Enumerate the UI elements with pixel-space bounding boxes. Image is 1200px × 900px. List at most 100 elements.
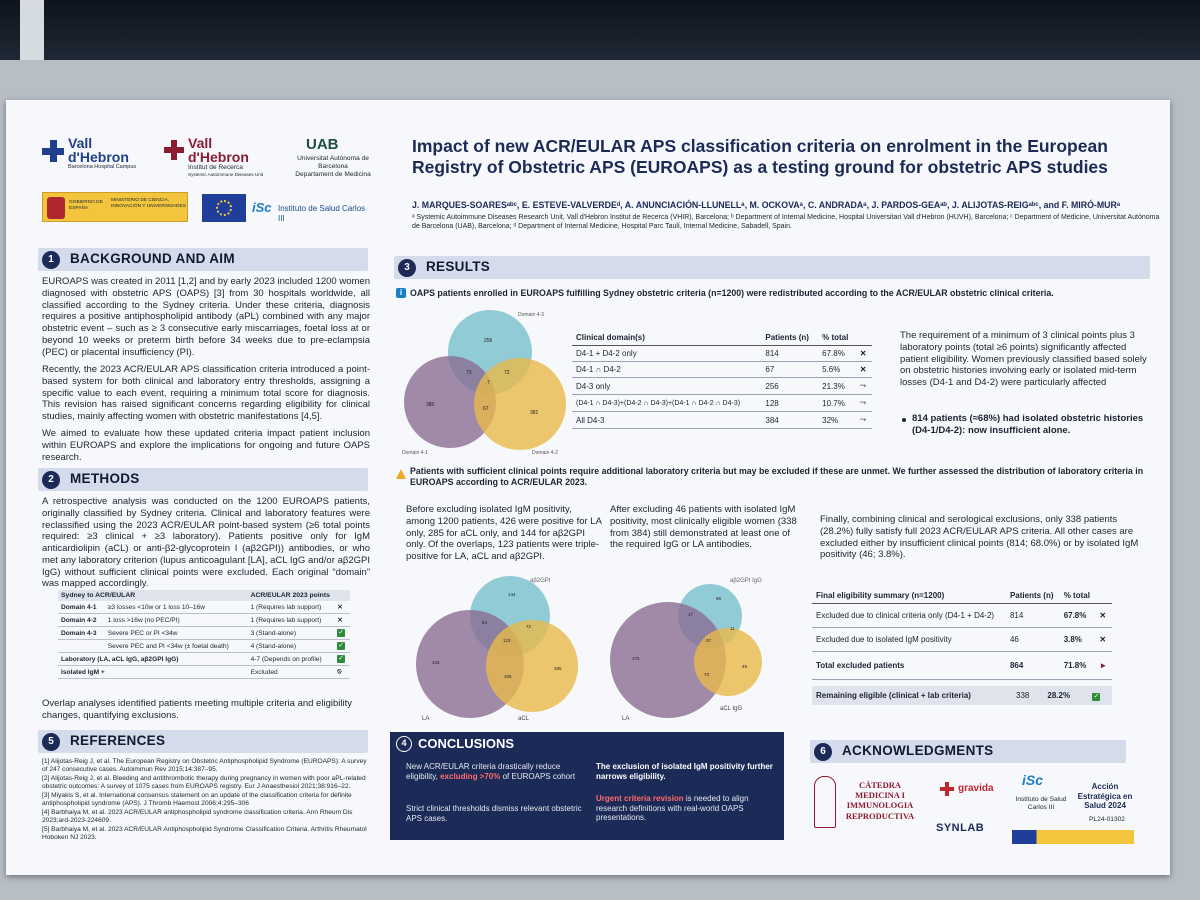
results-column-3: Finally, combining clinical and serologi… xyxy=(820,514,1139,561)
logo-catedra: CÀTEDRA MEDICINA I IMMUNOLOGIA REPRODUCT… xyxy=(845,780,915,821)
venn-label: Domain 4-1 xyxy=(402,450,428,456)
ministry-label: MINISTERIO DE CIENCIA, INNOVACIÓN Y UNIV… xyxy=(111,198,186,209)
table-row: D4-1 ∩ D4-2 67 5.6% ✕ xyxy=(572,361,872,378)
venn-circle-acl-igg xyxy=(694,628,762,696)
cross-icon xyxy=(42,140,64,162)
isciii-icon: iSc xyxy=(252,200,272,215)
venn-circle-domain-4-1 xyxy=(404,356,496,448)
conclusions-box: 4 CONCLUSIONS New ACR/EULAR criteria dra… xyxy=(390,732,784,840)
venn-value: 285 xyxy=(554,666,562,671)
section-number: 2 xyxy=(42,471,60,489)
table-row: Remaining eligible (clinical + lab crite… xyxy=(816,691,1101,701)
funding-banner xyxy=(1012,830,1134,844)
affiliations: ᵃ Systemic Autoimmune Diseases Research … xyxy=(412,214,1160,230)
prohibited-icon: ⦸ xyxy=(334,665,350,679)
venn-value: 106 xyxy=(504,674,512,679)
col-header: % total xyxy=(818,330,856,346)
venn-value: 11 xyxy=(730,626,735,631)
venn-value: 123 xyxy=(503,638,511,643)
section-header-methods: 2 METHODS xyxy=(38,468,368,491)
background-paragraph-3: We aimed to evaluate how these updated c… xyxy=(42,428,370,463)
table-row: Domain 4-2 1 loss >16w (no PEC/PI) 1 (Re… xyxy=(58,613,350,627)
methods-paragraph-2: Overlap analyses identified patients mee… xyxy=(42,698,352,721)
logo-text: UAB xyxy=(306,136,339,153)
poster-title: Impact of new ACR/EULAR APS classificati… xyxy=(412,136,1108,178)
logo-isciii-ack: Instituto de Salud Carlos III xyxy=(1015,796,1067,812)
logo-sub: Universitat Autònoma de Barcelona xyxy=(297,155,369,171)
table-row: D4-1 + D4-2 only 814 67.8% ✕ xyxy=(572,345,872,362)
venn-label: Domain 4-3 xyxy=(518,312,544,318)
venn-value: 385 xyxy=(426,402,435,408)
logo-government-ministry: GOBIERNO DE ESPAÑA MINISTERIO DE CIENCIA… xyxy=(42,192,188,222)
shuffle-icon: ⤳ xyxy=(855,377,872,395)
venn-circle-la xyxy=(610,602,726,718)
shuffle-icon: ⤳ xyxy=(855,394,872,412)
background-paragraph-2: Recently, the 2023 ACR/EULAR APS classif… xyxy=(42,364,370,423)
cross-mark-icon: ✕ xyxy=(855,345,872,362)
venn-diagram-domains: Domain 4-3 Domain 4-1 Domain 4-2 256 385… xyxy=(402,310,566,456)
table-row: All D4-3 384 32% ⤳ xyxy=(572,411,872,429)
venn-label: Domain 4-2 xyxy=(532,450,558,456)
eligibility-summary-table: Final eligibility summary (n=1200) Patie… xyxy=(812,588,1112,680)
methods-table: Sydney to ACR/EULAR ACR/EULAR 2023 point… xyxy=(58,590,350,679)
cross-mark-icon: ✕ xyxy=(334,613,350,627)
venn-value: 64 xyxy=(482,620,488,625)
section-number: 5 xyxy=(42,733,60,751)
section-title: METHODS xyxy=(70,471,140,486)
logo-sub2: Departament de Medicina xyxy=(295,171,371,178)
results-bullet: 814 patients (≈68%) had isolated obstetr… xyxy=(912,413,1144,436)
highlight-text: Urgent criteria revision xyxy=(596,794,684,803)
col-header: Clinical domain(s) xyxy=(572,330,762,346)
list-item: [4] Barbhaiya M, et al. 2023 ACR/EULAR a… xyxy=(42,809,353,825)
list-item: [2] Alijotas-Reig J, et al. Bleeding and… xyxy=(42,775,366,791)
authors: J. MARQUES-SOARESᵃᵇᶜ, E. ESTEVE-VALVERDE… xyxy=(412,200,1121,210)
venn-label: aCL xyxy=(518,716,530,722)
methods-paragraph-1: A retrospective analysis was conducted o… xyxy=(42,496,370,590)
logo-text: Vall d'Hebron xyxy=(68,135,129,165)
section-title: CONCLUSIONS xyxy=(418,736,515,751)
venn-circle-acl xyxy=(486,620,578,712)
cross-mark-icon: ✕ xyxy=(1095,603,1112,628)
venn-value: 73 xyxy=(466,370,472,376)
venn-value: 7 xyxy=(487,380,490,386)
check-icon: ✓ xyxy=(337,642,346,650)
warning-icon xyxy=(396,466,406,479)
poster: Vall d'Hebron Barcelona Hospital Campus … xyxy=(6,100,1170,875)
clinical-domains-table: Clinical domain(s) Patients (n) % total … xyxy=(572,330,872,429)
venn-diagram-lab-igg: aβ2GPI IgG LA aCL IgG 96 176 49 37 17 11… xyxy=(610,578,762,722)
aes-label: Acción Estratégica en Salud 2024 xyxy=(1077,782,1133,811)
eu-flag-icon xyxy=(202,194,246,222)
cross-mark-icon: ✕ xyxy=(1095,627,1112,652)
section-header-acknowledgments: 6 ACKNOWLEDGMENTS xyxy=(810,740,1126,763)
venn-label: LA xyxy=(622,716,629,722)
table-row: (D4-1 ∩ D4-3)+(D4-2 ∩ D4-3)+(D4-1 ∩ D4-2… xyxy=(572,394,872,412)
logo-sub: Institut de Recerca xyxy=(188,164,243,171)
venn-value: 72 xyxy=(526,624,532,629)
logo-vall-hebron-campus: Vall d'Hebron Barcelona Hospital Campus xyxy=(42,136,152,176)
col-header: Patients (n) xyxy=(761,330,819,346)
col-header: Final eligibility summary (n=1200) xyxy=(812,588,1006,604)
section-title: ACKNOWLEDGMENTS xyxy=(842,743,994,758)
table-row: Isolated IgM + Excluded ⦸ xyxy=(58,665,350,679)
results-column-1: Before excluding isolated IgM positivity… xyxy=(406,504,602,563)
section-number: 1 xyxy=(42,251,60,269)
grant-code: PL24-01302 xyxy=(1089,816,1125,823)
list-item: [3] Miyakis S, et al. International cons… xyxy=(42,792,352,808)
info-icon: i xyxy=(396,288,406,298)
venn-value: 72 xyxy=(504,370,510,376)
venn-value: 67 xyxy=(483,406,489,412)
venn-value: 176 xyxy=(632,656,640,661)
list-item: [5] Barbhaiya M, et al. 2023 ACR/EULAR A… xyxy=(42,826,367,842)
background-paragraph-1: EUROAPS was created in 2011 [1,2] and by… xyxy=(42,276,370,358)
logo-sub: Barcelona Hospital Campus xyxy=(68,164,137,170)
check-icon: ✓ xyxy=(337,629,346,637)
logo-sub2: Systemic Autoimmune Diseases Unit xyxy=(188,172,264,177)
col-header: % total xyxy=(1059,588,1096,604)
section-number: 4 xyxy=(396,736,412,752)
table-row: Total excluded patients 864 71.8% ► xyxy=(812,651,1112,680)
catedra-emblem-icon xyxy=(814,776,836,828)
section-number: 6 xyxy=(814,743,832,761)
venn-label: aβ2GPI IgG xyxy=(730,578,762,584)
logo-text: Vall d'Hebron xyxy=(188,135,249,165)
